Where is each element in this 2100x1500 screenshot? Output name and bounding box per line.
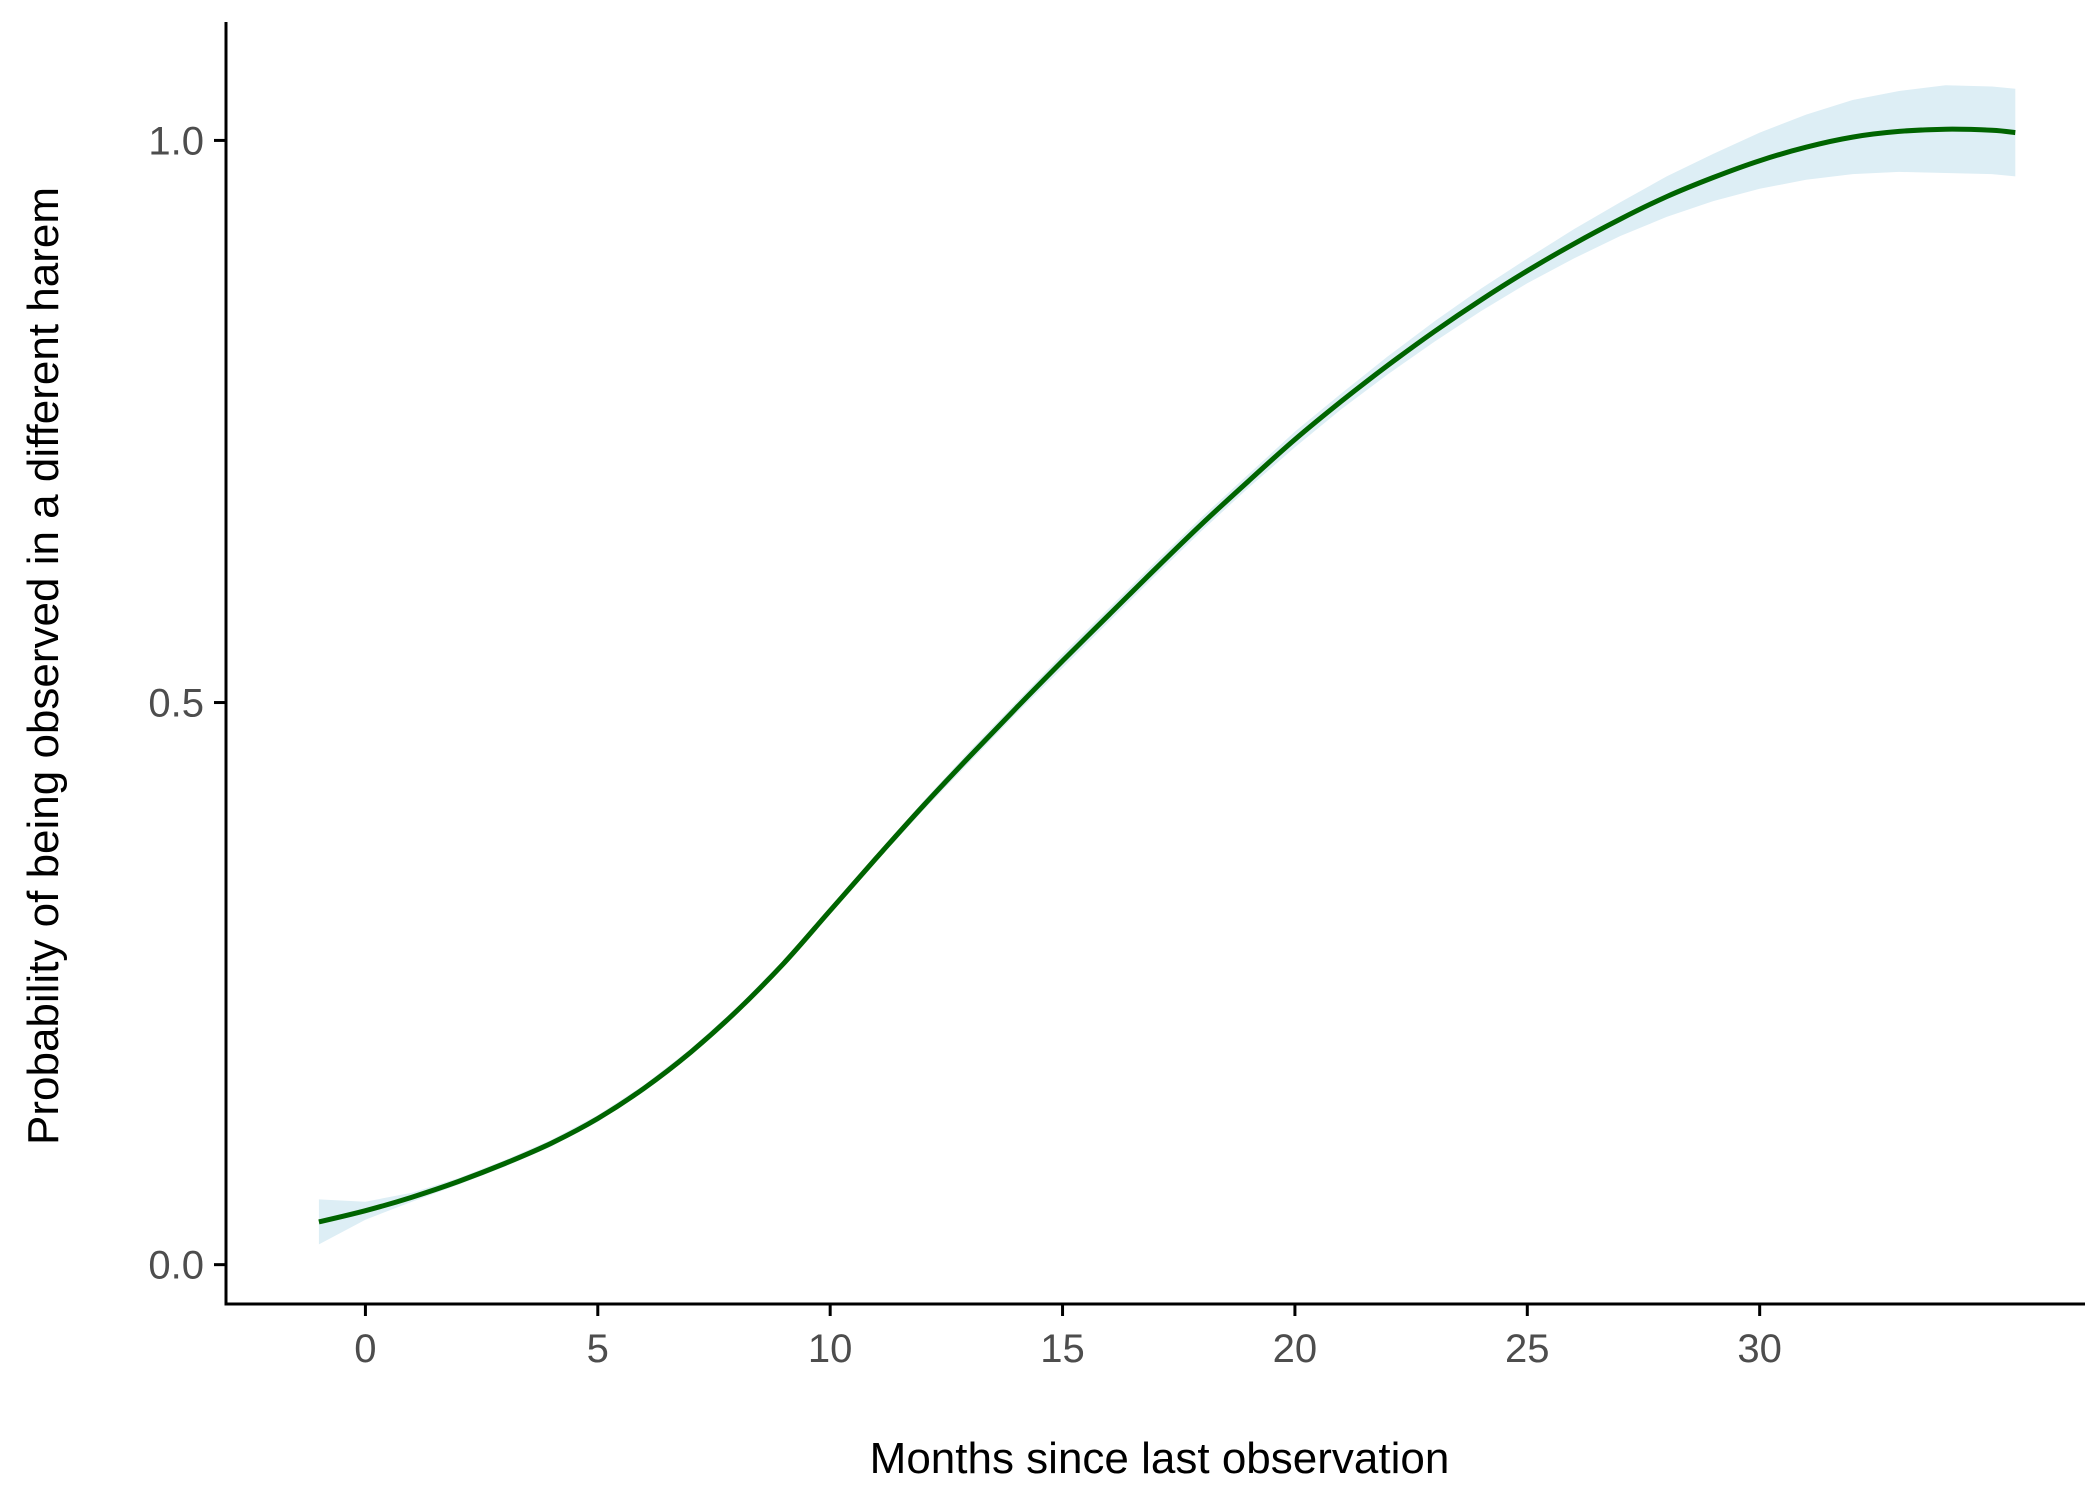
y-tick-label: 0.0 [148,1244,204,1288]
confidence-band [318,85,2016,1245]
fitted-line [318,126,2016,1225]
y-tick-label: 0.5 [148,682,204,726]
x-tick-label: 0 [354,1327,376,1371]
plot-area [318,85,2016,1245]
x-axis-ticks: 0 5 10 15 20 25 30 [354,1304,1782,1371]
x-tick-label: 15 [1040,1327,1085,1371]
y-axis-ticks: 0.0 0.5 1.0 [148,119,226,1288]
x-tick-label: 25 [1505,1327,1550,1371]
x-tick-label: 10 [808,1327,853,1371]
x-tick-label: 30 [1737,1327,1782,1371]
y-tick-label: 1.0 [148,119,204,163]
x-axis-title: Months since last observation [870,1434,1450,1483]
x-tick-label: 5 [587,1327,609,1371]
x-tick-label: 20 [1273,1327,1318,1371]
y-axis-title: Probability of being observed in a diffe… [19,187,68,1145]
